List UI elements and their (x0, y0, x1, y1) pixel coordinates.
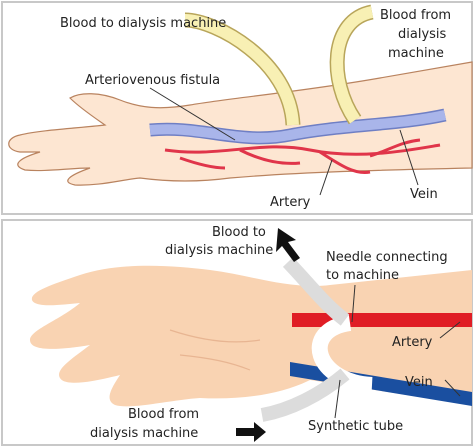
synthetic-tube (311, 315, 373, 393)
label: Needle connecting (326, 250, 448, 265)
tube (260, 368, 350, 422)
label: Blood from (128, 407, 199, 422)
tube (282, 257, 350, 326)
artery (292, 313, 472, 327)
label: Vein (410, 187, 438, 202)
label: Synthetic tube (308, 419, 403, 434)
label: machine (388, 46, 444, 61)
arm (30, 265, 472, 407)
label: Artery (392, 335, 433, 350)
label: Blood to dialysis machine (60, 16, 226, 31)
label: Vein (405, 375, 433, 390)
leader-lines (334, 284, 461, 419)
label: dialysis machine (90, 426, 198, 441)
tube (184, 14, 299, 126)
label: Blood from (380, 8, 451, 23)
arrow (276, 228, 300, 262)
skin-lines (169, 329, 261, 371)
label: Arteriovenous fistula (85, 73, 220, 88)
label: Blood to (212, 225, 266, 240)
label: dialysis machine (165, 243, 273, 258)
arrow (236, 422, 266, 442)
artery (164, 138, 441, 175)
leader-lines (149, 87, 419, 196)
label: to machine (326, 268, 399, 283)
tube (331, 6, 374, 124)
label: Artery (270, 195, 311, 210)
vein (149, 110, 447, 143)
label: dialysis (398, 27, 447, 42)
